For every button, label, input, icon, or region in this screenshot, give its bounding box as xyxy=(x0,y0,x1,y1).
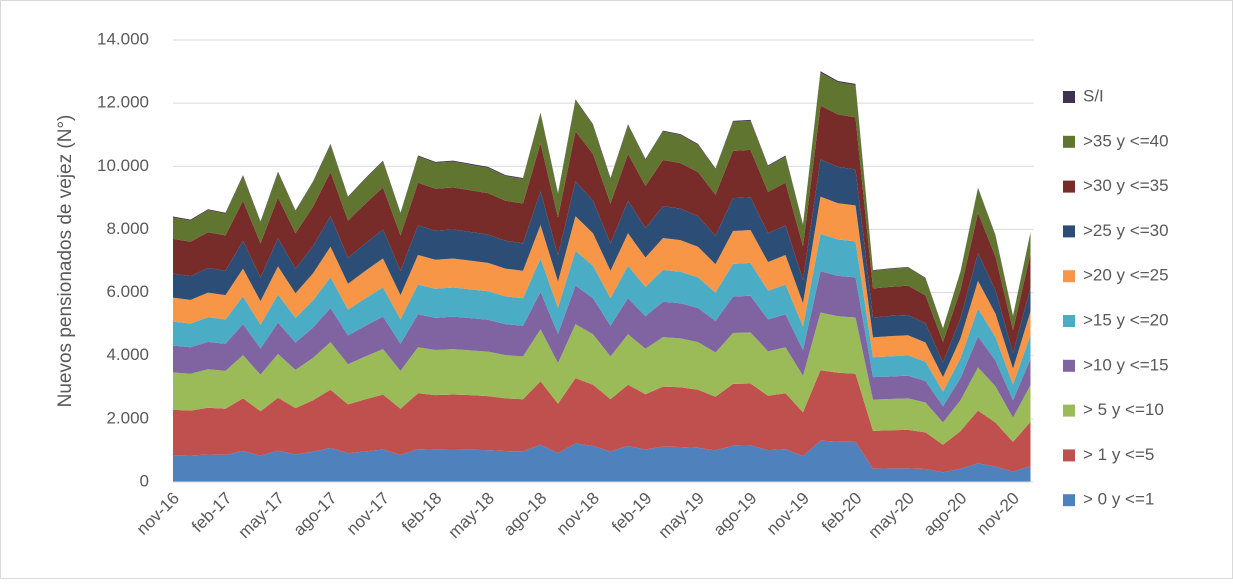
legend-label: >25 y <=30 xyxy=(1083,221,1169,240)
area xyxy=(173,72,1031,342)
y-tick-label: 10.000 xyxy=(97,156,149,175)
legend-swatch xyxy=(1063,404,1075,417)
legend-label: >15 y <=20 xyxy=(1083,310,1169,329)
y-tick-label: 6.000 xyxy=(106,282,149,301)
legend-label: > 5 y <=10 xyxy=(1083,400,1164,419)
y-axis-title: Nuevos pensionados de vejez (N°) xyxy=(55,115,76,408)
area xyxy=(173,105,1031,363)
y-tick-label: 14.000 xyxy=(97,29,149,48)
y-tick-label: 4.000 xyxy=(106,345,149,364)
y-tick-label: 0 xyxy=(140,471,149,490)
legend-swatch xyxy=(1063,315,1075,327)
legend-label: S/I xyxy=(1083,86,1104,105)
area xyxy=(173,271,1031,423)
area xyxy=(173,370,1031,473)
legend-label: >10 y <=15 xyxy=(1083,355,1169,374)
legend-label: >30 y <=35 xyxy=(1083,176,1169,195)
legend-label: > 1 y <=5 xyxy=(1083,445,1154,464)
area xyxy=(173,159,1031,378)
area xyxy=(173,440,1031,482)
area xyxy=(173,196,1031,392)
y-tick-label: 8.000 xyxy=(106,219,149,238)
legend-swatch xyxy=(1063,270,1075,283)
legend-label: >35 y <=40 xyxy=(1083,131,1169,150)
legend-label: > 0 y <=1 xyxy=(1083,490,1154,509)
legend-swatch xyxy=(1063,135,1075,148)
legend-swatch xyxy=(1063,91,1075,103)
legend-swatch xyxy=(1063,359,1075,372)
legend-swatch xyxy=(1063,180,1075,193)
legend-swatch xyxy=(1063,225,1075,238)
y-tick-label: 12.000 xyxy=(97,93,149,112)
legend-label: >20 y <=25 xyxy=(1083,266,1169,285)
area xyxy=(173,312,1031,445)
area xyxy=(173,233,1031,407)
legend-swatch xyxy=(1063,449,1075,462)
y-tick-label: 2.000 xyxy=(106,408,149,427)
legend-swatch xyxy=(1063,494,1075,507)
